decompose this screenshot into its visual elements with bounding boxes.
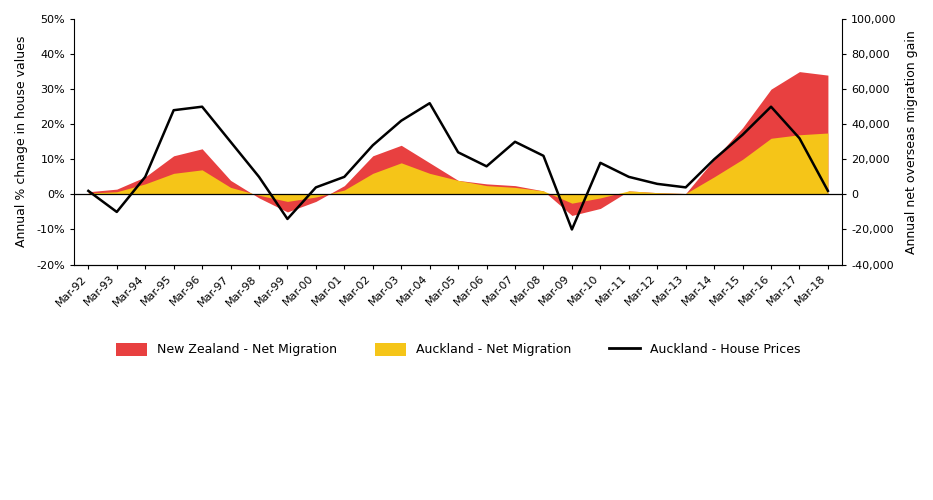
Y-axis label: Annual net overseas migration gain: Annual net overseas migration gain — [905, 30, 918, 254]
Legend: New Zealand - Net Migration, Auckland - Net Migration, Auckland - House Prices: New Zealand - Net Migration, Auckland - … — [111, 338, 805, 361]
Y-axis label: Annual % chnage in house values: Annual % chnage in house values — [15, 36, 28, 248]
